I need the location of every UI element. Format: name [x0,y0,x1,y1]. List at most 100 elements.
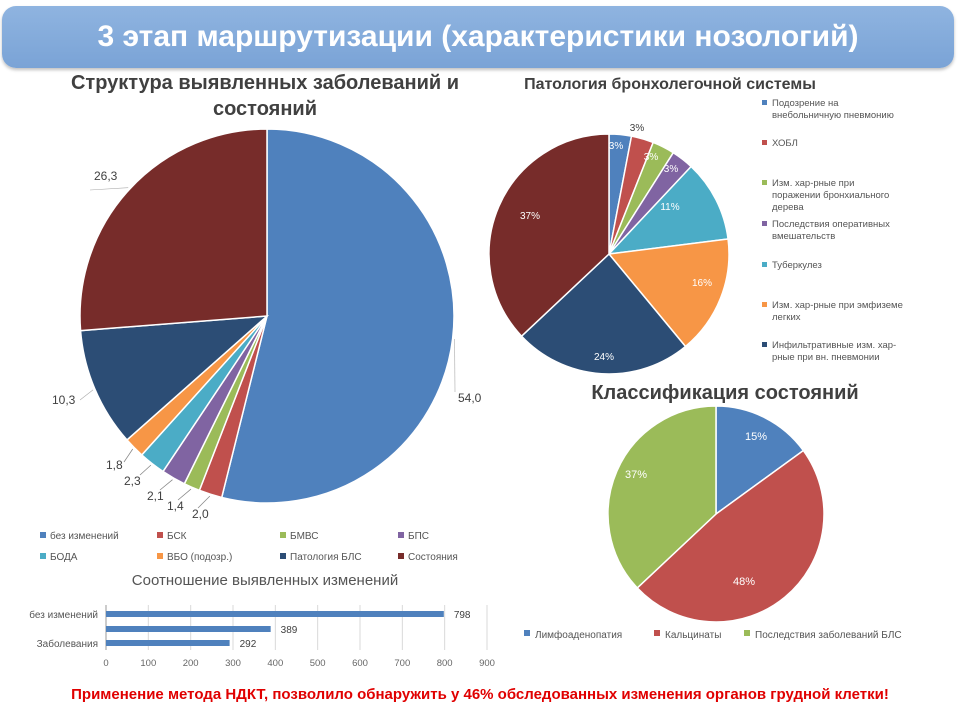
data-label: 54,0 [458,391,482,405]
data-label: 10,3 [52,393,76,407]
data-label: 37% [625,469,647,481]
data-label: 3% [664,164,679,175]
legend-swatch [762,221,767,226]
legend-swatch [762,262,767,267]
pie-slice [488,133,610,338]
legend-label: Подозрение на внебольничную пневмонию [772,98,894,121]
data-label: 292 [240,639,257,650]
data-label: 2,3 [124,474,141,488]
legend-swatch [524,630,530,636]
leader-line [159,479,173,491]
pie-slice [79,128,268,332]
legend-label: Состояния [408,552,458,563]
pie-slice [715,405,805,516]
legend-label: Последствия оперативных вмешательств [772,219,890,242]
legend-label: БПС [408,531,429,542]
data-label: 798 [454,610,471,621]
data-label: 15% [745,431,767,443]
data-label: 11% [660,202,679,213]
x-tick-label: 700 [394,658,410,669]
pie-slice [607,405,717,589]
y-tick-label: Заболевания [37,638,98,650]
pie-slice [607,165,729,256]
chart4-title: Соотношение выявленных изменений [131,572,399,589]
legend-label: БОДА [50,552,78,563]
leader-line [197,495,211,509]
x-tick-label: 300 [225,658,241,669]
pie-slice [636,449,825,623]
x-tick-label: 800 [437,658,453,669]
legend-swatch [157,532,163,538]
leader-line [139,464,152,476]
data-label: 389 [281,625,298,636]
data-label: 48% [733,576,755,588]
x-tick-label: 600 [352,658,368,669]
legend-label: Изм. хар-рные при поражении бронхиального… [772,178,889,213]
bar [106,626,271,632]
legend-swatch [40,553,46,559]
legend-swatch [762,302,767,307]
data-label: 3% [644,152,659,163]
legend-label: БМВС [290,531,318,542]
data-label: 2,0 [192,507,209,521]
legend-label: без изменений [50,530,119,542]
footer-note: Применение метода НДКТ, позволило обнару… [71,686,889,703]
pie-slice [520,252,687,375]
legend-label: Изм. хар-рные при эмфиземе легких [772,300,903,323]
legend-label: Последствия заболеваний БЛС [755,629,902,641]
x-tick-label: 100 [140,658,156,669]
legend-swatch [398,553,404,559]
legend-label: Туберкулез [772,260,822,271]
data-label: 16% [692,278,712,289]
legend-label: Патология БЛС [290,552,362,563]
page-title: 3 этап маршрутизации (характеристики ноз… [97,20,859,53]
legend-label: ВБО (подозр.) [167,552,232,563]
legend-swatch [280,532,286,538]
legend-label: Кальцинаты [665,630,721,641]
x-tick-label: 400 [267,658,283,669]
x-tick-label: 500 [310,658,326,669]
chart2-title: Патология бронхолегочной системы [524,76,816,93]
x-tick-label: 0 [103,658,108,669]
legend-swatch [762,180,767,185]
chart3-title: Классификация состояний [591,382,859,404]
legend-swatch [762,140,767,145]
legend-label: Инфильтративные изм. хар-рные при вн. пн… [772,340,896,363]
data-label: 3% [609,141,624,152]
legend-swatch [762,100,767,105]
data-label: 1,8 [106,458,123,472]
bar [106,611,444,617]
bar [106,640,230,646]
legend-label: БСК [167,531,187,542]
legend-swatch [762,342,767,347]
legend-swatch [40,532,46,538]
legend-swatch [744,630,750,636]
x-tick-label: 900 [479,658,495,669]
legend-swatch [654,630,660,636]
header-banner: 3 этап маршрутизации (характеристики ноз… [2,6,954,68]
legend-swatch [157,553,163,559]
leader-line [123,448,134,463]
legend-label: Лимфоаденопатия [535,629,622,641]
legend-label: ХОБЛ [772,138,798,149]
leader-line [177,488,192,501]
legend-swatch [398,532,404,538]
legend-swatch [280,553,286,559]
data-label: 1,4 [167,499,184,513]
leader-line [89,187,129,191]
data-label: 26,3 [94,169,118,183]
pie-slice [79,315,270,441]
data-label: 24% [594,352,614,363]
chart1-title: Структура выявленных заболеваний и состо… [70,72,460,120]
pie-slice [220,128,455,504]
pie-slice [607,238,730,348]
leader-line [79,389,94,401]
y-tick-label: без изменений [29,609,98,621]
data-label: 37% [520,211,540,222]
data-label: 2,1 [147,489,164,503]
data-label: 3% [630,123,645,134]
